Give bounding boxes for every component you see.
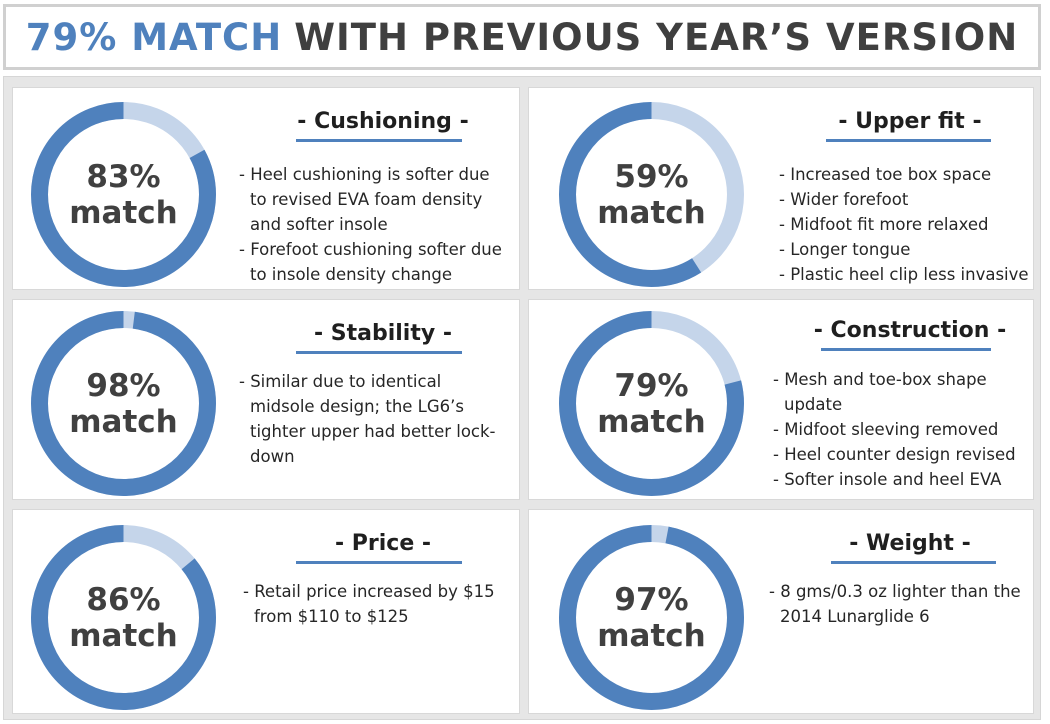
comparison-grid: 83% match - Cushioning - - Heel cushioni… (3, 76, 1041, 720)
bullet-item: - Midfoot fit more relaxed (779, 215, 989, 234)
card-upper-fit: 59% match - Upper fit - - Increased toe … (528, 87, 1034, 290)
bullet-item: - Wider forefoot (779, 190, 909, 209)
donut-label: 98% match (30, 310, 217, 497)
donut-match-arc (31, 311, 216, 496)
bullet-item: - Softer insole and heel EVA (773, 470, 1002, 489)
bullet-item: - Heel cushioning is softer due to revis… (239, 165, 490, 234)
match-word: match (597, 617, 706, 654)
donut-match-arc (31, 525, 216, 710)
section-heading: - Construction - (813, 318, 1007, 343)
bullet-item: - Forefoot cushioning softer due to inso… (239, 240, 502, 284)
match-donut: 98% match (30, 310, 217, 497)
match-word: match (69, 617, 178, 654)
section-heading: - Price - (334, 531, 432, 556)
bullet-item: - Increased toe box space (779, 165, 992, 184)
bullet-list: - Heel cushioning is softer due to revis… (239, 162, 509, 287)
page-title: 79% MATCH WITH PREVIOUS YEAR’S VERSION (3, 4, 1041, 70)
card-price: 86% match - Price - - Retail price incre… (12, 509, 520, 714)
donut-chart (559, 311, 744, 496)
bullet-item: - Similar due to identical midsole desig… (239, 372, 496, 466)
heading-underline (831, 561, 996, 564)
donut-chart (31, 525, 216, 710)
donut-chart (559, 102, 744, 287)
donut-label: 83% match (30, 101, 217, 288)
percent-value: 86% (86, 581, 161, 618)
bullet-item: - Mesh and toe-box shape update (773, 370, 987, 414)
donut-match-arc (559, 311, 744, 496)
match-word: match (69, 403, 178, 440)
title-rest: WITH PREVIOUS YEAR’S VERSION (294, 15, 1019, 59)
percent-value: 83% (86, 158, 161, 195)
donut-label: 86% match (30, 524, 217, 711)
donut-label: 59% match (558, 101, 745, 288)
heading-underline (296, 139, 462, 142)
section-heading: - Stability - (313, 321, 452, 346)
heading-underline (296, 351, 462, 354)
section-heading: - Weight - (849, 531, 971, 556)
percent-value: 98% (86, 367, 161, 404)
bullet-list: - Similar due to identical midsole desig… (239, 369, 499, 469)
heading-underline (826, 139, 991, 142)
match-donut: 79% match (558, 310, 745, 497)
card-construction: 79% match - Construction - - Mesh and to… (528, 299, 1034, 500)
donut-chart (31, 102, 216, 287)
section-heading: - Upper fit - (838, 109, 982, 134)
bullet-item: - Midfoot sleeving removed (773, 420, 999, 439)
bullet-item: - Plastic heel clip less invasive (779, 265, 1029, 284)
donut-chart (31, 311, 216, 496)
match-donut: 59% match (558, 101, 745, 288)
match-word: match (597, 403, 706, 440)
donut-chart (559, 525, 744, 710)
title-accent: 79% MATCH (25, 15, 283, 59)
percent-value: 59% (614, 158, 689, 195)
percent-value: 79% (614, 367, 689, 404)
bullet-list: - Increased toe box space - Wider forefoo… (779, 162, 1034, 287)
bullet-list: - Retail price increased by $15 from $11… (243, 579, 513, 629)
bullet-item: - Heel counter design revised (773, 445, 1016, 464)
match-donut: 97% match (558, 524, 745, 711)
heading-underline (821, 348, 991, 351)
bullet-list: - Mesh and toe-box shape update - Midfoot… (773, 367, 1028, 492)
match-word: match (597, 194, 706, 231)
bullet-item: - 8 gms/0.3 oz lighter than the 2014 Lun… (769, 582, 1021, 626)
match-donut: 83% match (30, 101, 217, 288)
section-heading: - Cushioning - (297, 109, 469, 134)
donut-label: 97% match (558, 524, 745, 711)
donut-match-arc (31, 102, 216, 287)
match-donut: 86% match (30, 524, 217, 711)
bullet-list: - 8 gms/0.3 oz lighter than the 2014 Lun… (769, 579, 1024, 629)
bullet-item: - Longer tongue (779, 240, 911, 259)
percent-value: 97% (614, 581, 689, 618)
donut-label: 79% match (558, 310, 745, 497)
match-word: match (69, 194, 178, 231)
heading-underline (296, 561, 462, 564)
card-cushioning: 83% match - Cushioning - - Heel cushioni… (12, 87, 520, 290)
bullet-item: - Retail price increased by $15 from $11… (243, 582, 495, 626)
donut-match-arc (559, 102, 744, 287)
donut-match-arc (559, 525, 744, 710)
card-weight: 97% match - Weight - - 8 gms/0.3 oz ligh… (528, 509, 1034, 714)
card-stability: 98% match - Stability - - Similar due to… (12, 299, 520, 500)
